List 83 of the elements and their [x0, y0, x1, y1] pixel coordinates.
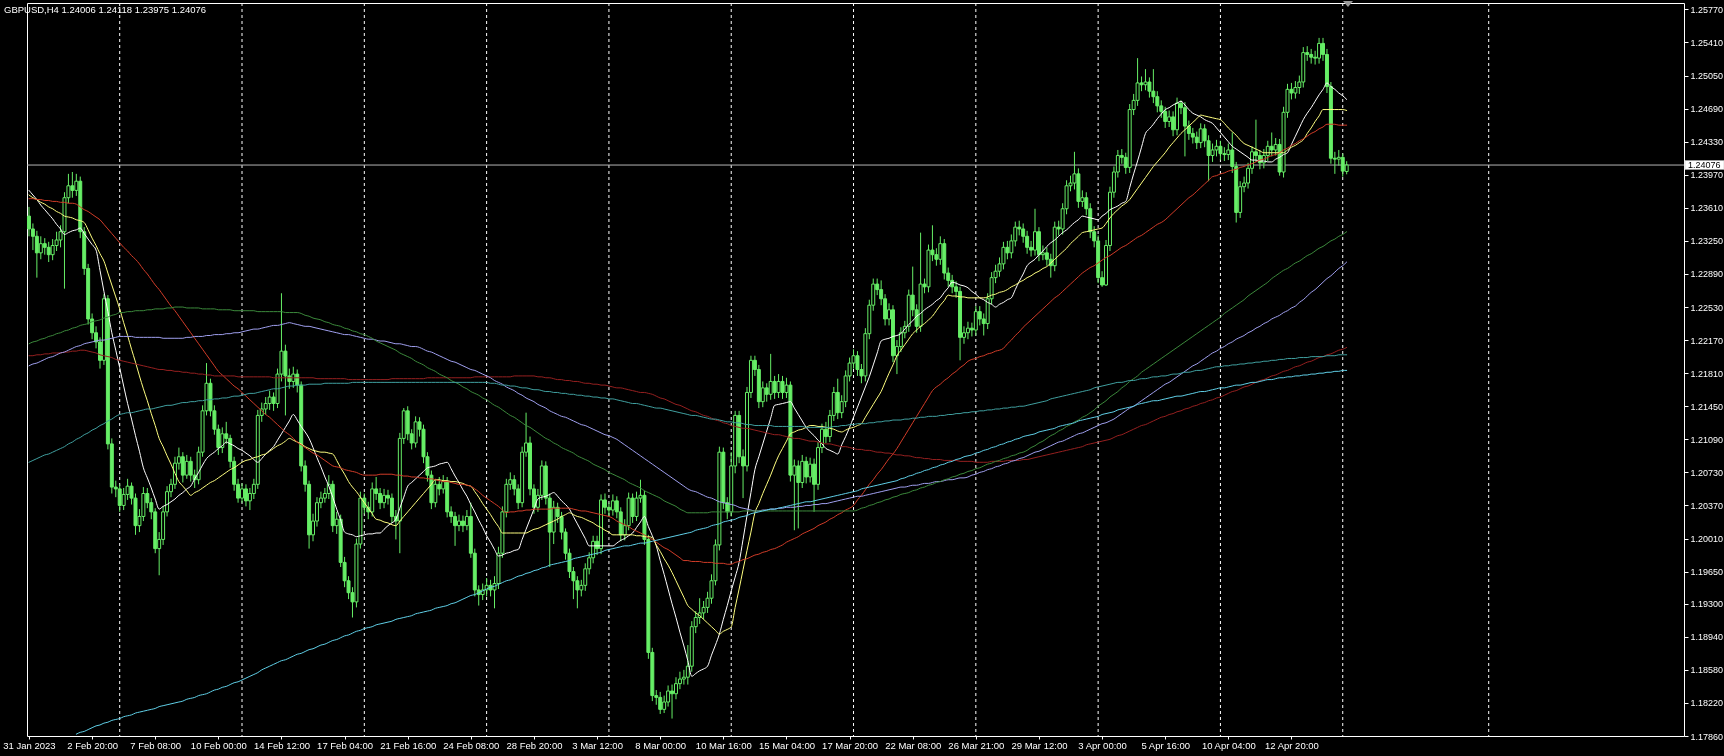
candlestick — [1269, 132, 1274, 157]
candlestick — [1317, 37, 1322, 65]
x-tick-label: 3 Apr 00:00 — [1078, 739, 1127, 751]
candlestick — [776, 373, 781, 399]
candlestick — [70, 171, 75, 199]
x-tick-label: 10 Apr 04:00 — [1201, 739, 1256, 751]
candlestick — [243, 483, 248, 507]
y-tick-label: 1.25050 — [1690, 71, 1724, 82]
y-tick-label: 1.19300 — [1690, 599, 1724, 610]
y-tick-label: 1.23610 — [1690, 203, 1724, 214]
candlestick — [184, 454, 189, 480]
candlestick — [117, 483, 122, 513]
candlestick — [772, 375, 777, 400]
candlestick — [240, 482, 244, 504]
ref-line-label: 1.24076 — [1688, 160, 1721, 171]
x-tick-label: 21 Feb 16:00 — [380, 739, 437, 751]
x-tick-label: 31 Jan 2023 — [3, 739, 56, 751]
x-tick-label: 14 Feb 12:00 — [253, 739, 310, 751]
x-tick-label: 22 Mar 08:00 — [885, 739, 942, 751]
candlestick — [460, 515, 465, 533]
candlestick — [764, 382, 769, 403]
y-tick-label: 1.23970 — [1690, 170, 1724, 181]
x-tick-label: 3 Mar 12:00 — [572, 739, 623, 751]
candlestick — [1151, 68, 1156, 104]
candlestick — [610, 493, 615, 517]
x-tick-label: 26 Mar 21:00 — [948, 739, 1005, 751]
y-tick-label: 1.18580 — [1690, 665, 1724, 676]
x-tick-label: 10 Feb 00:00 — [190, 739, 247, 751]
x-tick-label: 2 Feb 20:00 — [67, 739, 118, 751]
y-tick-label: 1.21450 — [1690, 401, 1724, 412]
y-tick-label: 1.20010 — [1690, 534, 1724, 545]
candlestick — [1210, 143, 1215, 163]
candlestick — [1167, 109, 1172, 128]
x-tick-label: 12 Apr 20:00 — [1265, 739, 1319, 751]
candlestick — [835, 378, 840, 420]
x-tick-label: 7 Feb 08:00 — [130, 739, 182, 751]
y-tick-label: 1.23250 — [1690, 236, 1724, 247]
y-tick-label: 1.22170 — [1690, 335, 1724, 346]
y-tick-label: 1.20730 — [1690, 467, 1724, 478]
y-tick-label: 1.24330 — [1690, 137, 1724, 148]
candlestick — [382, 488, 387, 509]
y-tick-label: 1.24690 — [1690, 104, 1724, 115]
candlestick — [808, 457, 813, 483]
x-tick-label: 28 Feb 20:00 — [506, 739, 563, 751]
y-tick-label: 1.19650 — [1690, 567, 1724, 578]
x-tick-label: 17 Feb 04:00 — [317, 739, 374, 751]
x-tick-label: 10 Mar 16:00 — [695, 739, 752, 751]
line-series — [75, 369, 1348, 735]
candlestick — [1182, 101, 1187, 157]
x-tick-label: 15 Mar 04:00 — [758, 739, 815, 751]
x-tick-label: 8 Mar 00:00 — [635, 739, 687, 751]
candlestick — [780, 375, 785, 400]
candlestick — [433, 478, 438, 508]
candlestick — [630, 493, 635, 524]
candlestick — [413, 415, 418, 449]
candlestick — [804, 456, 809, 484]
candlestick — [796, 459, 801, 529]
y-tick-label: 1.25770 — [1690, 4, 1724, 15]
candlestick — [180, 451, 185, 483]
y-tick-label: 1.18220 — [1690, 698, 1724, 709]
x-tick-label: 17 Mar 20:00 — [822, 739, 879, 751]
candlestick — [1340, 153, 1345, 178]
candlestick — [1033, 208, 1037, 257]
x-tick-label: 24 Feb 08:00 — [443, 739, 500, 751]
y-tick-label: 1.21090 — [1690, 434, 1724, 445]
x-tick-label: 29 Mar 12:00 — [1011, 739, 1068, 751]
y-tick-label: 1.22890 — [1690, 269, 1724, 280]
y-tick-label: 1.17860 — [1690, 731, 1724, 742]
y-tick-label: 1.21810 — [1690, 368, 1724, 379]
y-tick-label: 1.18940 — [1690, 632, 1724, 643]
y-tick-label: 1.22530 — [1690, 302, 1724, 313]
line-series — [28, 123, 1348, 565]
candlestick — [973, 305, 978, 337]
candlestick — [220, 426, 225, 454]
candlestick — [38, 235, 43, 260]
y-tick-label: 1.25410 — [1690, 38, 1724, 48]
candlestick — [46, 241, 51, 263]
candlestick — [457, 514, 461, 532]
x-tick-label: 5 Apr 16:00 — [1141, 739, 1191, 751]
y-tick-label: 1.20370 — [1690, 500, 1724, 511]
candlestick — [370, 481, 375, 517]
candlestick — [965, 321, 970, 340]
candlestick — [670, 684, 675, 720]
